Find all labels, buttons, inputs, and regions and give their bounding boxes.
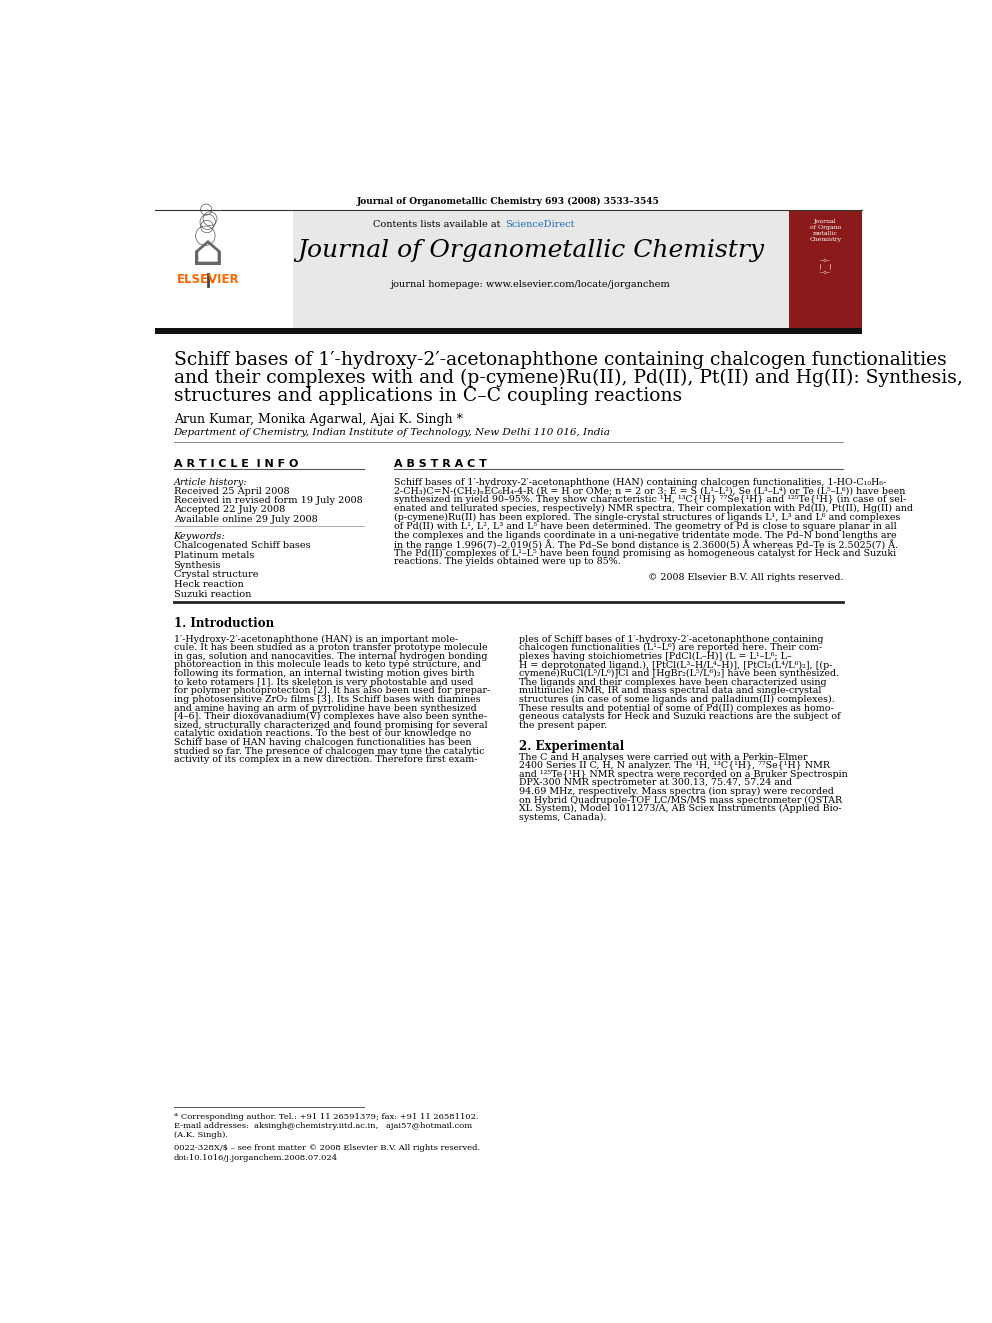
Text: Chalcogenated Schiff bases: Chalcogenated Schiff bases	[174, 541, 310, 550]
Bar	[789, 212, 862, 328]
Text: Keywords:: Keywords:	[174, 532, 225, 541]
Text: Arun Kumar, Monika Agarwal, Ajai K. Singh *: Arun Kumar, Monika Agarwal, Ajai K. Sing…	[174, 413, 462, 426]
Text: catalytic oxidation reactions. To the best of our knowledge no: catalytic oxidation reactions. To the be…	[174, 729, 471, 738]
Text: * Corresponding author. Tel.: +91 11 26591379; fax: +91 11 26581102.: * Corresponding author. Tel.: +91 11 265…	[174, 1113, 478, 1121]
Text: plexes having stoichiometries [PdCl(L–H)] (L = L¹–L⁶; L–: plexes having stoichiometries [PdCl(L–H)…	[519, 652, 792, 662]
Text: Received in revised form 19 July 2008: Received in revised form 19 July 2008	[174, 496, 362, 505]
Text: and their complexes with and (p-cymene)Ru(II), Pd(II), Pt(II) and Hg(II): Synthe: and their complexes with and (p-cymene)R…	[174, 369, 962, 388]
Text: 2. Experimental: 2. Experimental	[519, 741, 624, 753]
Text: Schiff base of HAN having chalcogen functionalities has been: Schiff base of HAN having chalcogen func…	[174, 738, 471, 747]
Text: multinuclei NMR, IR and mass spectral data and single-crystal: multinuclei NMR, IR and mass spectral da…	[519, 687, 821, 696]
Text: in the range 1.996(7)–2.019(5) Å. The Pd–Se bond distance is 2.3600(5) Å whereas: in the range 1.996(7)–2.019(5) Å. The Pd…	[394, 540, 898, 550]
Text: A R T I C L E  I N F O: A R T I C L E I N F O	[174, 459, 298, 470]
Text: Synthesis: Synthesis	[174, 561, 221, 570]
Text: Crystal structure: Crystal structure	[174, 570, 258, 579]
Text: 1′-Hydroxy-2′-acetonaphthone (HAN) is an important mole-: 1′-Hydroxy-2′-acetonaphthone (HAN) is an…	[174, 635, 458, 644]
Text: E-mail addresses:  aksingh@chemistry.iitd.ac.in,   ajai57@hotmail.com: E-mail addresses: aksingh@chemistry.iitd…	[174, 1122, 472, 1130]
Text: enated and tellurated species, respectively) NMR spectra. Their complexation wit: enated and tellurated species, respectiv…	[394, 504, 913, 513]
Text: Available online 29 July 2008: Available online 29 July 2008	[174, 515, 317, 524]
Text: following its formation, an internal twisting motion gives birth: following its formation, an internal twi…	[174, 669, 474, 679]
Text: 1. Introduction: 1. Introduction	[174, 617, 274, 630]
Text: The Pd(II) complexes of L¹–L⁵ have been found promising as homogeneous catalyst : The Pd(II) complexes of L¹–L⁵ have been …	[394, 548, 896, 557]
Text: journal homepage: www.elsevier.com/locate/jorganchem: journal homepage: www.elsevier.com/locat…	[391, 280, 671, 290]
Text: Journal
of Organo
metallic
Chemistry: Journal of Organo metallic Chemistry	[809, 218, 841, 242]
Text: for polymer photoprotection [2]. It has also been used for prepar-: for polymer photoprotection [2]. It has …	[174, 687, 490, 696]
Text: 94.69 MHz, respectively. Mass spectra (ion spray) were recorded: 94.69 MHz, respectively. Mass spectra (i…	[519, 787, 834, 796]
Text: XL System), Model 1011273/A, AB Sciex Instruments (Applied Bio-: XL System), Model 1011273/A, AB Sciex In…	[519, 804, 842, 814]
Text: Schiff bases of 1′-hydroxy-2′-acetonaphthone (HAN) containing chalcogen function: Schiff bases of 1′-hydroxy-2′-acetonapht…	[394, 478, 886, 487]
Text: ples of Schiff bases of 1′-hydroxy-2′-acetonaphthone containing: ples of Schiff bases of 1′-hydroxy-2′-ac…	[519, 635, 823, 643]
Text: structures (in case of some ligands and palladium(II) complexes).: structures (in case of some ligands and …	[519, 695, 835, 704]
Text: ScienceDirect: ScienceDirect	[505, 221, 574, 229]
Text: structures and applications in C–C coupling reactions: structures and applications in C–C coupl…	[174, 386, 682, 405]
Text: —◇—
|  |
—◇—: —◇— | | —◇—	[818, 257, 832, 274]
Text: of Pd(II) with L¹, L², L³ and L⁵ have been determined. The geometry of Pd is clo: of Pd(II) with L¹, L², L³ and L⁵ have be…	[394, 521, 897, 531]
Text: (A.K. Singh).: (A.K. Singh).	[174, 1131, 227, 1139]
Text: ELSEVIER: ELSEVIER	[177, 273, 239, 286]
Text: to keto rotamers [1]. Its skeleton is very photostable and used: to keto rotamers [1]. Its skeleton is ve…	[174, 677, 473, 687]
Text: cymene)RuCl(L⁵/L⁶)]Cl and [HgBr₂(L⁵/L⁶)₂] have been synthesized.: cymene)RuCl(L⁵/L⁶)]Cl and [HgBr₂(L⁵/L⁶)₂…	[519, 669, 839, 679]
Text: Received 25 April 2008: Received 25 April 2008	[174, 487, 290, 496]
Text: the present paper.: the present paper.	[519, 721, 607, 730]
Text: ing photosensitive ZrO₂ films [3]. Its Schiff bases with diamines: ing photosensitive ZrO₂ films [3]. Its S…	[174, 695, 480, 704]
Text: Article history:: Article history:	[174, 478, 247, 487]
Text: Heck reaction: Heck reaction	[174, 579, 243, 589]
Text: Accepted 22 July 2008: Accepted 22 July 2008	[174, 505, 285, 515]
Text: geneous catalysts for Heck and Suzuki reactions are the subject of: geneous catalysts for Heck and Suzuki re…	[519, 712, 841, 721]
Text: ⌂: ⌂	[191, 232, 223, 274]
Text: Schiff bases of 1′-hydroxy-2′-acetonaphthone containing chalcogen functionalitie: Schiff bases of 1′-hydroxy-2′-acetonapht…	[174, 352, 946, 369]
Text: Department of Chemistry, Indian Institute of Technology, New Delhi 110 016, Indi: Department of Chemistry, Indian Institut…	[174, 429, 610, 438]
Text: doi:10.1016/j.jorganchem.2008.07.024: doi:10.1016/j.jorganchem.2008.07.024	[174, 1154, 337, 1162]
Text: photoreaction in this molecule leads to keto type structure, and: photoreaction in this molecule leads to …	[174, 660, 480, 669]
Text: and amine having an arm of pyrrolidine have been synthesized: and amine having an arm of pyrrolidine h…	[174, 704, 476, 713]
Text: on Hybrid Quadrupole-TOF LC/MS/MS mass spectrometer (QSTAR: on Hybrid Quadrupole-TOF LC/MS/MS mass s…	[519, 795, 842, 804]
Text: in gas, solution and nanocavities. The internal hydrogen bonding: in gas, solution and nanocavities. The i…	[174, 652, 487, 662]
Text: cule. It has been studied as a proton transfer prototype molecule: cule. It has been studied as a proton tr…	[174, 643, 487, 652]
Text: These results and potential of some of Pd(II) complexes as homo-: These results and potential of some of P…	[519, 704, 834, 713]
Text: activity of its complex in a new direction. Therefore first exam-: activity of its complex in a new directi…	[174, 755, 477, 765]
Bar	[155, 212, 862, 328]
Text: Suzuki reaction: Suzuki reaction	[174, 590, 251, 598]
Text: systems, Canada).: systems, Canada).	[519, 812, 607, 822]
Text: Platinum metals: Platinum metals	[174, 552, 254, 560]
Text: The ligands and their complexes have been characterized using: The ligands and their complexes have bee…	[519, 677, 827, 687]
Text: synthesized in yield 90–95%. They show characteristic ¹H, ¹³C{¹H} ⁷⁷Se{¹H} and ¹: synthesized in yield 90–95%. They show c…	[394, 495, 906, 504]
Text: © 2008 Elsevier B.V. All rights reserved.: © 2008 Elsevier B.V. All rights reserved…	[648, 573, 843, 582]
Text: 0022-328X/$ – see front matter © 2008 Elsevier B.V. All rights reserved.: 0022-328X/$ – see front matter © 2008 El…	[174, 1144, 480, 1152]
Text: chalcogen functionalities (L¹–L⁶) are reported here. Their com-: chalcogen functionalities (L¹–L⁶) are re…	[519, 643, 822, 652]
Text: and ¹²⁵Te{¹H} NMR spectra were recorded on a Bruker Spectrospin: and ¹²⁵Te{¹H} NMR spectra were recorded …	[519, 770, 848, 779]
Text: A B S T R A C T: A B S T R A C T	[394, 459, 486, 470]
Text: sized, structurally characterized and found promising for several: sized, structurally characterized and fo…	[174, 721, 487, 730]
Bar	[155, 212, 293, 328]
Bar	[155, 328, 862, 333]
Text: H = deprotonated ligand.), [PtCl(L³–H/L⁴–H)], [PtCl₂(L⁴/L⁶)₂], [(p-: H = deprotonated ligand.), [PtCl(L³–H/L⁴…	[519, 660, 832, 669]
Text: the complexes and the ligands coordinate in a uni-negative tridentate mode. The : the complexes and the ligands coordinate…	[394, 531, 897, 540]
Text: Contents lists available at: Contents lists available at	[373, 221, 504, 229]
Text: [4–6]. Their dioxovanadium(V) complexes have also been synthe-: [4–6]. Their dioxovanadium(V) complexes …	[174, 712, 487, 721]
Text: Journal of Organometallic Chemistry 693 (2008) 3533–3545: Journal of Organometallic Chemistry 693 …	[357, 197, 660, 206]
Text: Journal of Organometallic Chemistry: Journal of Organometallic Chemistry	[298, 239, 765, 262]
Text: The C and H analyses were carried out with a Perkin–Elmer: The C and H analyses were carried out wi…	[519, 753, 807, 762]
Text: (p-cymene)Ru(II) has been explored. The single-crystal structures of ligands L¹,: (p-cymene)Ru(II) has been explored. The …	[394, 513, 900, 523]
Text: studied so far. The presence of chalcogen may tune the catalytic: studied so far. The presence of chalcoge…	[174, 746, 484, 755]
Text: 2400 Series II C, H, N analyzer. The ¹H, ¹³C{¹H}, ⁷⁷Se{¹H} NMR: 2400 Series II C, H, N analyzer. The ¹H,…	[519, 761, 830, 770]
Text: reactions. The yields obtained were up to 85%.: reactions. The yields obtained were up t…	[394, 557, 620, 566]
Text: 2-CH₃)C=N-(CH₂)ₙEC₆H₄-4-R (R = H or OMe; n = 2 or 3; E = S (L¹–L²), Se (L³–L⁴) o: 2-CH₃)C=N-(CH₂)ₙEC₆H₄-4-R (R = H or OMe;…	[394, 487, 905, 495]
Text: DPX-300 NMR spectrometer at 300.13, 75.47, 57.24 and: DPX-300 NMR spectrometer at 300.13, 75.4…	[519, 778, 793, 787]
